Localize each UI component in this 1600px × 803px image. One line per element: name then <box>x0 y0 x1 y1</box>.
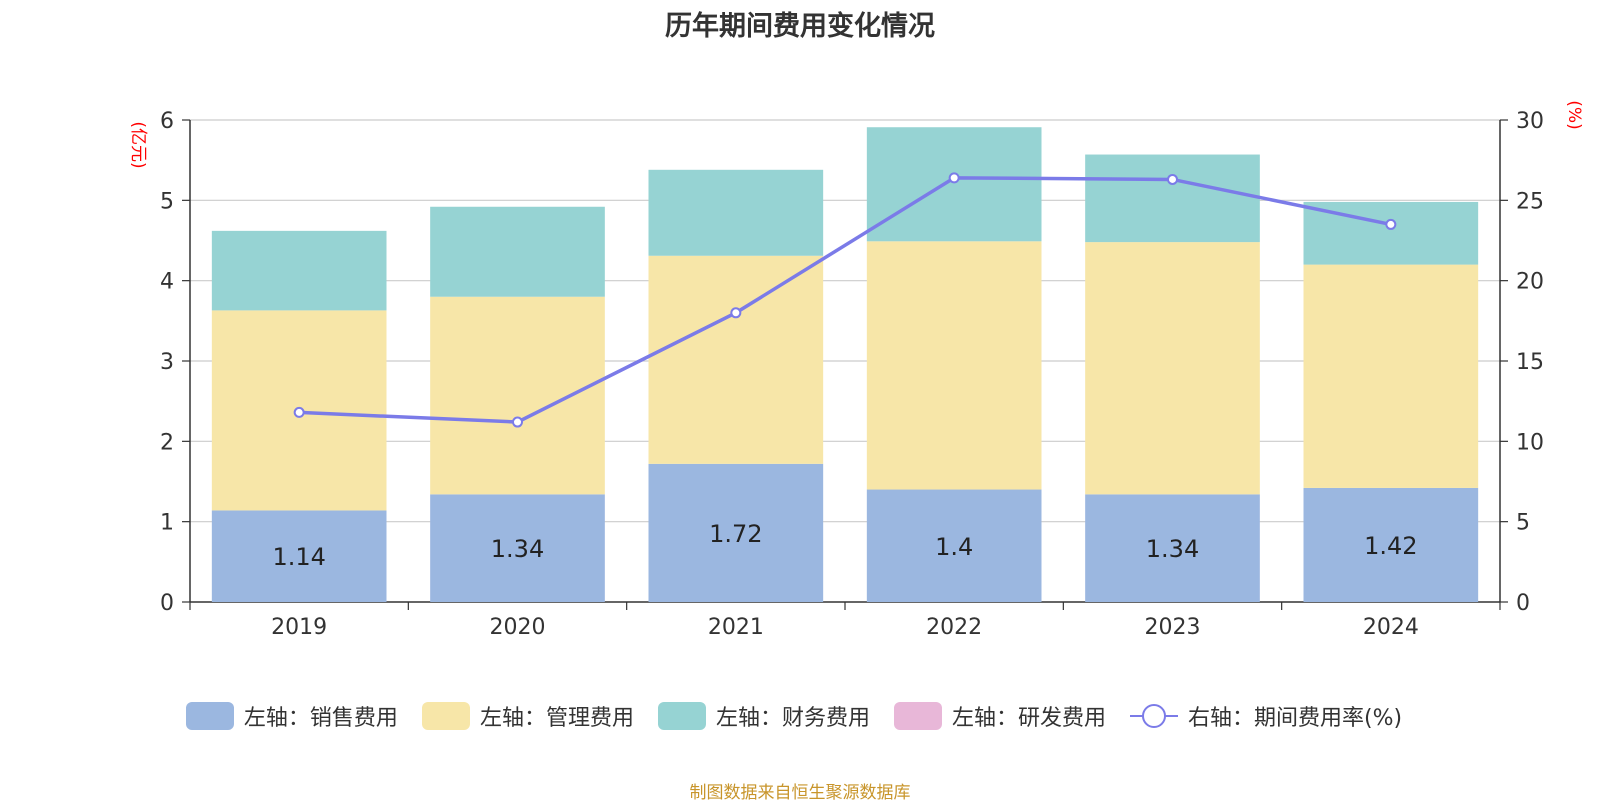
legend-item[interactable]: 左轴：研发费用 <box>893 700 1106 732</box>
bar-segment <box>866 127 1042 242</box>
x-axis-tick-label: 2019 <box>271 615 327 640</box>
bar-segment <box>648 255 824 464</box>
legend-item[interactable]: 左轴：财务费用 <box>657 700 870 732</box>
line-point <box>1167 173 1178 185</box>
line-point <box>948 172 960 184</box>
legend-item[interactable]: 左轴：管理费用 <box>421 700 634 732</box>
bar-data-label: 1.14 <box>272 543 325 571</box>
bar-data-label: 1.4 <box>935 533 973 561</box>
bar-data-label: 1.42 <box>1364 532 1417 560</box>
legend-swatch <box>893 702 942 730</box>
left-axis-tick-label: 2 <box>160 430 174 455</box>
legend-label: 右轴：期间费用率(%) <box>1187 706 1403 731</box>
bar-segment <box>211 230 387 311</box>
bar-segment <box>648 169 824 256</box>
bar-data-label: 1.72 <box>709 520 762 548</box>
bar-segment <box>1085 154 1260 243</box>
right-axis-tick-label: 5 <box>1516 511 1530 536</box>
bar-segment <box>430 206 605 297</box>
bar-data-label: 1.34 <box>491 535 544 563</box>
x-axis-tick-label: 2023 <box>1145 615 1201 640</box>
left-axis-tick-label: 4 <box>160 270 174 295</box>
left-axis-tick-label: 3 <box>160 350 174 375</box>
x-axis-tick-label: 2021 <box>708 615 764 640</box>
bar-segment <box>1085 242 1260 495</box>
source-note: 制图数据来自恒生聚源数据库 <box>689 783 911 803</box>
chart-title: 历年期间费用变化情况 <box>665 11 935 42</box>
right-axis-tick-label: 30 <box>1516 109 1544 134</box>
legend-label: 左轴：研发费用 <box>951 706 1106 731</box>
bar-segment <box>1085 494 1260 602</box>
legend-swatch <box>421 702 470 730</box>
line-point <box>512 416 523 428</box>
right-axis-tick-label: 10 <box>1516 430 1544 455</box>
legend-item[interactable]: 右轴：期间费用率(%) <box>1129 700 1403 732</box>
legend-swatch <box>185 702 234 730</box>
right-axis-tick-label: 25 <box>1516 189 1544 214</box>
x-axis-tick-label: 2022 <box>926 615 982 640</box>
left-axis-tick-label: 5 <box>160 189 174 214</box>
bar-segment <box>211 510 387 602</box>
right-axis-tick-label: 20 <box>1516 270 1544 295</box>
line-point <box>1385 218 1397 230</box>
bar-segment <box>1303 264 1479 488</box>
bar-segment <box>866 241 1042 490</box>
x-axis-tick-label: 2020 <box>490 615 546 640</box>
bar-segment <box>430 494 605 602</box>
right-axis-unit-label: (%) <box>1564 100 1584 129</box>
right-axis-tick-label: 0 <box>1516 591 1530 616</box>
legend-line-icon <box>1129 704 1178 728</box>
line-series <box>299 176 1392 424</box>
legend-swatch <box>657 702 706 730</box>
legend-label: 左轴：财务费用 <box>715 706 870 731</box>
bar-segment <box>866 489 1042 602</box>
line-point <box>293 406 305 418</box>
left-axis-tick-label: 6 <box>160 109 174 134</box>
bar-segment <box>1303 487 1479 602</box>
bar-segment <box>430 296 605 495</box>
legend-label: 左轴：管理费用 <box>479 706 634 731</box>
x-axis-tick-label: 2024 <box>1363 615 1419 640</box>
line-point <box>730 307 742 319</box>
legend: 左轴：销售费用 左轴：管理费用 左轴：财务费用 左轴：研发费用 右轴：期间费用率(%) <box>0 700 1600 732</box>
left-axis-unit-label: (亿元) <box>128 121 148 168</box>
legend-item[interactable]: 左轴：销售费用 <box>185 700 398 732</box>
right-axis-tick-label: 15 <box>1516 350 1544 375</box>
left-axis-tick-label: 0 <box>160 591 174 616</box>
bar-segment <box>648 463 824 602</box>
bar-data-label: 1.34 <box>1146 535 1199 563</box>
left-axis-tick-label: 1 <box>160 511 174 536</box>
legend-label: 左轴：销售费用 <box>243 706 398 731</box>
chart-area: 0 1 2 3 4 5 6 0 5 10 15 20 25 30 2019 2020 2021 2022 2023 2… <box>128 100 1584 640</box>
